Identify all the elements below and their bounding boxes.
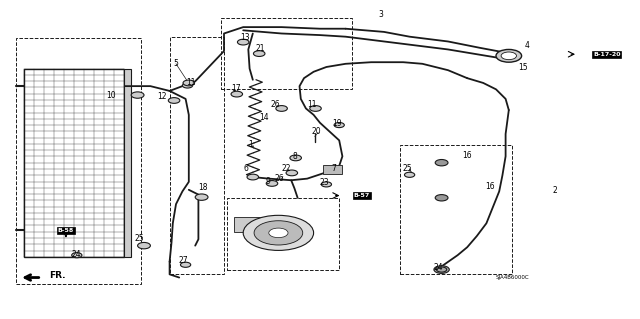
Circle shape xyxy=(247,174,259,180)
Bar xyxy=(124,69,131,257)
Text: 4: 4 xyxy=(524,41,529,50)
Text: 17: 17 xyxy=(230,84,241,93)
Text: 7: 7 xyxy=(332,164,337,173)
Circle shape xyxy=(243,215,314,250)
Text: B-57: B-57 xyxy=(353,193,370,198)
Circle shape xyxy=(182,83,193,88)
Circle shape xyxy=(72,253,82,258)
Text: 24: 24 xyxy=(72,250,82,259)
Circle shape xyxy=(310,106,321,111)
Circle shape xyxy=(334,122,344,128)
Circle shape xyxy=(501,52,516,60)
Text: 8: 8 xyxy=(292,152,297,161)
Text: 25: 25 xyxy=(134,234,145,243)
Bar xyxy=(400,145,512,274)
Circle shape xyxy=(254,221,303,245)
Circle shape xyxy=(436,267,447,272)
Text: 22: 22 xyxy=(282,164,291,173)
Bar xyxy=(170,37,224,274)
Text: 19: 19 xyxy=(332,119,342,128)
Circle shape xyxy=(131,92,144,98)
Circle shape xyxy=(195,194,208,200)
Circle shape xyxy=(253,51,265,56)
Text: 21: 21 xyxy=(256,44,265,53)
Text: 3: 3 xyxy=(378,10,383,19)
Circle shape xyxy=(286,170,298,176)
Bar xyxy=(234,217,269,232)
Text: 24: 24 xyxy=(433,263,444,272)
Circle shape xyxy=(435,160,448,166)
Text: 11: 11 xyxy=(186,78,195,87)
Text: 26: 26 xyxy=(270,100,280,109)
Text: 26: 26 xyxy=(275,174,285,182)
Text: 25: 25 xyxy=(403,164,413,173)
Text: 18: 18 xyxy=(198,183,207,192)
Bar xyxy=(221,18,352,89)
Circle shape xyxy=(237,39,249,45)
Text: 13: 13 xyxy=(240,33,250,42)
Text: 12: 12 xyxy=(157,92,166,101)
Circle shape xyxy=(496,49,522,62)
Circle shape xyxy=(435,195,448,201)
Text: 16: 16 xyxy=(462,151,472,160)
Text: B-58: B-58 xyxy=(58,228,74,233)
Circle shape xyxy=(183,80,195,86)
Text: SJA4B6000C: SJA4B6000C xyxy=(495,275,529,280)
Text: 27: 27 xyxy=(179,256,189,265)
Circle shape xyxy=(276,106,287,111)
Circle shape xyxy=(321,182,332,187)
Text: 9: 9 xyxy=(265,177,270,186)
Text: 16: 16 xyxy=(484,182,495,191)
Bar xyxy=(16,38,141,284)
Text: 20: 20 xyxy=(311,127,321,136)
Text: 5: 5 xyxy=(173,59,179,68)
Text: B-17-20: B-17-20 xyxy=(593,52,620,57)
Text: 15: 15 xyxy=(518,63,528,72)
Bar xyxy=(24,69,124,257)
Circle shape xyxy=(269,228,288,238)
Bar xyxy=(323,165,342,174)
Text: 14: 14 xyxy=(259,113,269,122)
Circle shape xyxy=(434,266,449,273)
Circle shape xyxy=(168,98,180,103)
Text: 1: 1 xyxy=(248,140,253,149)
Text: FR.: FR. xyxy=(49,271,66,280)
Circle shape xyxy=(138,242,150,249)
Circle shape xyxy=(231,91,243,97)
Circle shape xyxy=(290,155,301,161)
Text: 11: 11 xyxy=(307,100,316,109)
Bar xyxy=(227,198,339,270)
Circle shape xyxy=(180,262,191,267)
Circle shape xyxy=(404,172,415,177)
Circle shape xyxy=(266,181,278,186)
Text: 10: 10 xyxy=(106,91,116,100)
Text: 2: 2 xyxy=(552,186,557,195)
Text: 23: 23 xyxy=(319,178,330,187)
Text: 6: 6 xyxy=(244,164,249,173)
